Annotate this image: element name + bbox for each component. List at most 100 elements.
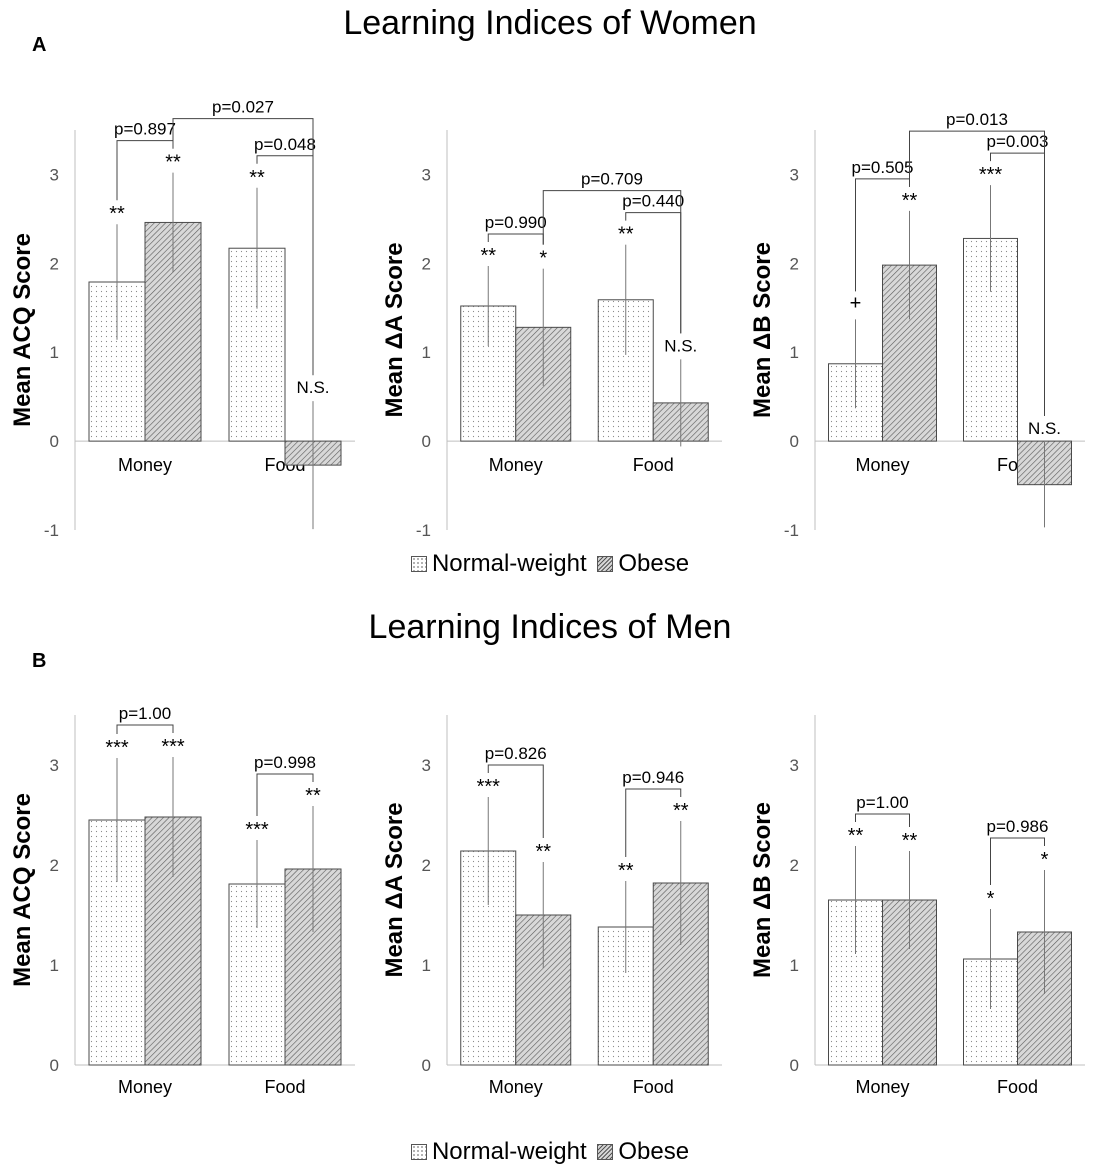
significance-label: ** <box>165 152 181 174</box>
p-value-label: p=0.709 <box>581 170 643 189</box>
comparison-bracket <box>172 118 314 376</box>
significance-label: + <box>850 292 862 314</box>
significance-label: *** <box>245 819 269 841</box>
significance-label: N.S. <box>296 378 329 397</box>
x-tick-label: Money <box>118 455 172 475</box>
y-tick-label: 0 <box>50 432 59 451</box>
x-tick-label: Money <box>118 1077 172 1097</box>
legend-label-normal: Normal-weight <box>431 550 587 577</box>
p-value-label: p=0.986 <box>987 817 1049 836</box>
legend-women: Normal-weight Obese <box>0 550 1100 579</box>
significance-label: *** <box>105 737 129 759</box>
y-tick-label: 1 <box>790 956 799 975</box>
y-tick-label: -1 <box>416 521 431 540</box>
p-value-label: p=0.048 <box>254 135 316 154</box>
y-axis-label: Mean ACQ Score <box>9 793 36 987</box>
p-value-label: p=0.440 <box>622 192 684 211</box>
p-value-label: p=0.826 <box>485 744 547 763</box>
comparison-bracket <box>625 788 682 857</box>
p-value-label: p=0.946 <box>622 768 684 787</box>
title-men: Learning Indices of Men <box>368 608 732 646</box>
significance-label: ** <box>480 245 496 267</box>
y-tick-label: 2 <box>50 856 59 875</box>
significance-label: N.S. <box>664 336 697 355</box>
significance-label: ** <box>249 167 265 189</box>
y-tick-label: -1 <box>44 521 59 540</box>
y-axis-label: Mean ΔA Score <box>381 242 408 417</box>
legend-item-normal: Normal-weight <box>410 550 587 578</box>
y-tick-label: 3 <box>50 165 59 184</box>
p-value-label: p=0.003 <box>987 132 1049 151</box>
x-tick-label: Money <box>489 455 543 475</box>
legend-swatch-obese <box>597 1144 614 1160</box>
x-tick-label: Money <box>855 455 909 475</box>
legend-label-obese: Obese <box>618 550 690 577</box>
y-tick-label: 2 <box>50 254 59 273</box>
p-value-label: p=1.00 <box>856 793 908 812</box>
legend-swatch-normal <box>410 556 427 572</box>
y-tick-label: 1 <box>50 343 59 362</box>
comparison-bracket <box>542 190 682 334</box>
significance-label: * <box>1041 849 1049 871</box>
y-tick-label: 3 <box>790 165 799 184</box>
comparison-bracket <box>487 233 544 245</box>
comparison-bracket <box>990 837 1045 885</box>
legend-item-obese: Obese <box>597 550 689 578</box>
significance-label: ** <box>848 825 864 847</box>
x-tick-label: Food <box>633 1077 674 1097</box>
significance-label: ** <box>305 785 321 807</box>
y-axis-label: Mean ΔA Score <box>381 802 408 977</box>
y-tick-label: 1 <box>422 343 431 362</box>
legend-label-obese: Obese <box>618 1138 690 1165</box>
y-tick-label: 0 <box>422 1056 431 1075</box>
y-tick-label: 1 <box>50 956 59 975</box>
legend-item-obese: Obese <box>597 1138 689 1166</box>
p-value-label: p=0.897 <box>114 120 176 139</box>
y-tick-label: 0 <box>790 432 799 451</box>
significance-label: ** <box>618 860 634 882</box>
x-tick-label: Food <box>633 455 674 475</box>
y-tick-label: -1 <box>784 521 799 540</box>
y-tick-label: 0 <box>790 1056 799 1075</box>
y-tick-label: 0 <box>422 432 431 451</box>
y-tick-label: 2 <box>422 856 431 875</box>
p-value-label: p=0.505 <box>852 158 914 177</box>
significance-label: N.S. <box>1028 419 1061 438</box>
x-tick-label: Money <box>489 1077 543 1097</box>
y-tick-label: 1 <box>422 956 431 975</box>
p-value-label: p=0.998 <box>254 753 316 772</box>
y-tick-label: 2 <box>790 254 799 273</box>
title-women: Learning Indices of Women <box>343 4 757 42</box>
significance-label: ** <box>902 830 918 852</box>
significance-label: ** <box>109 203 125 225</box>
x-tick-label: Food <box>997 1077 1038 1097</box>
x-tick-label: Money <box>855 1077 909 1097</box>
legend-men: Normal-weight Obese <box>0 1138 1100 1167</box>
y-tick-label: 0 <box>50 1056 59 1075</box>
legend-swatch-obese <box>597 556 614 572</box>
legend-swatch-normal <box>410 1144 427 1160</box>
comparison-bracket <box>487 764 544 838</box>
y-tick-label: 3 <box>50 756 59 775</box>
significance-label: *** <box>979 164 1003 186</box>
p-value-label: p=1.00 <box>119 704 171 723</box>
significance-label: * <box>539 248 547 270</box>
y-tick-label: 1 <box>790 343 799 362</box>
significance-label: *** <box>477 776 501 798</box>
significance-label: ** <box>673 800 689 822</box>
y-axis-label: Mean ACQ Score <box>9 233 36 427</box>
significance-label: ** <box>902 190 918 212</box>
significance-label: * <box>987 888 995 910</box>
comparison-bracket <box>256 773 314 816</box>
significance-label: ** <box>535 841 551 863</box>
p-value-label: p=0.990 <box>485 213 547 232</box>
panel-label-a: A <box>32 34 47 56</box>
y-tick-label: 3 <box>422 756 431 775</box>
comparison-bracket <box>855 813 910 827</box>
